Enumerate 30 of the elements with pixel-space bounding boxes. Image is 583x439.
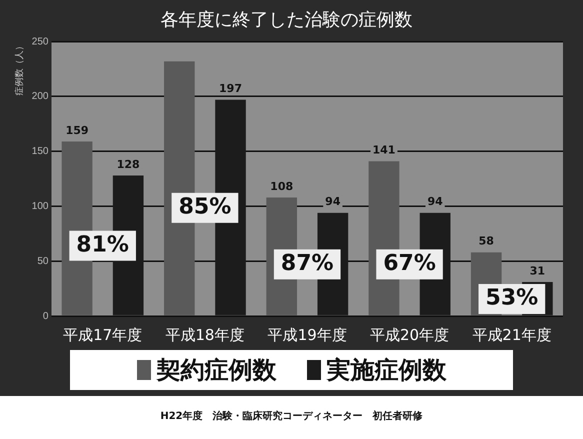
y-tick-label: 50 [37, 256, 49, 267]
text: H22年度 治験・臨床研究コーディネーター 初任者研修 [160, 409, 423, 422]
y-tick-label: 0 [42, 310, 49, 322]
y-tick-label: 250 [32, 36, 49, 48]
legend-label: 実施症例数 [326, 355, 446, 386]
data-label: 31 [530, 264, 546, 278]
x-tick-label: 平成20年度 [370, 326, 450, 344]
data-label: 94 [325, 195, 341, 208]
annotation: 53% [486, 286, 538, 311]
annotation: 67% [383, 251, 436, 276]
y-tick-label: 200 [32, 91, 49, 102]
chart-title: 各年度に終了した治験の症例数 [160, 9, 412, 30]
y-tick-label: 100 [32, 200, 49, 212]
x-tick-label: 平成18年度 [165, 326, 244, 344]
data-label: 94 [427, 195, 444, 208]
y-axis-title: 症例数（人） [14, 42, 24, 96]
x-tick-label: 平成21年度 [472, 326, 552, 344]
annotation: 87% [280, 251, 334, 276]
data-label: 141 [372, 144, 396, 157]
x-tick-label: 平成17年度 [63, 326, 142, 344]
legend-label: 契約症例数 [156, 355, 276, 386]
data-label: 128 [116, 158, 140, 171]
annotation: 81% [76, 232, 129, 258]
annotation: 85% [178, 194, 232, 220]
data-label: 108 [270, 180, 294, 193]
data-label: 159 [66, 124, 89, 137]
data-label: 197 [219, 82, 242, 96]
data-label: 58 [478, 234, 494, 248]
x-tick-label: 平成19年度 [268, 326, 347, 344]
y-tick-label: 150 [32, 146, 49, 158]
